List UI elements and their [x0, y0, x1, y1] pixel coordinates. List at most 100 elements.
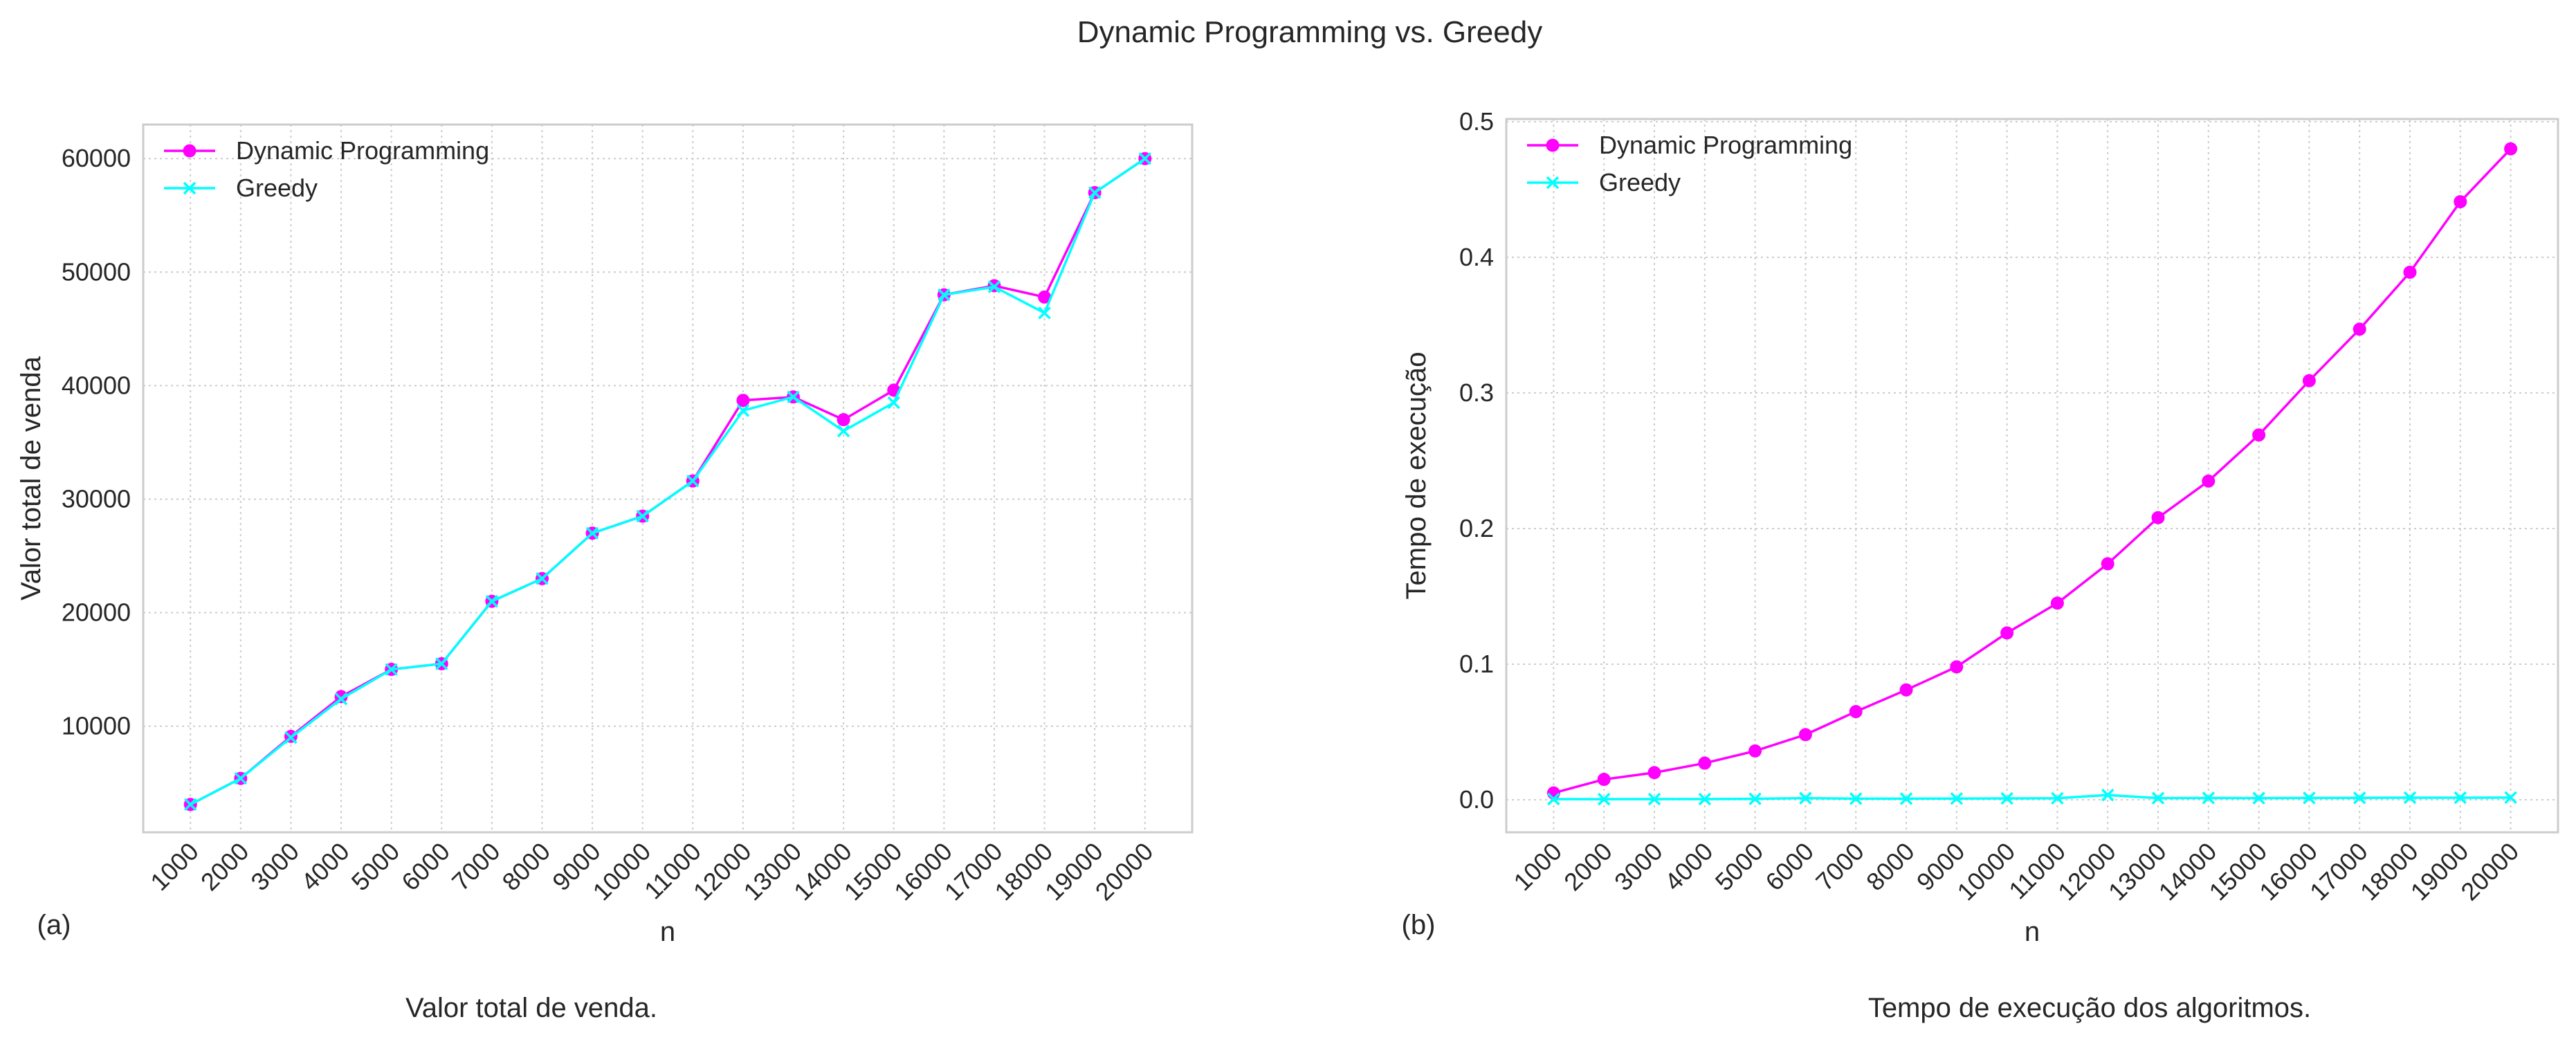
data-point-greedy — [385, 663, 398, 676]
x-tick-label: 8000 — [1861, 837, 1920, 897]
figure-title: Dynamic Programming vs. Greedy — [1077, 15, 1542, 49]
x-tick-label: 13000 — [2103, 837, 2172, 906]
panel-b: 0.0 0.1 0.2 0.3 0.4 0.5 1000200030004000500060… — [1401, 107, 2559, 1023]
x-tick-label: 15000 — [839, 837, 908, 906]
y-tick-label: 0.5 — [1459, 107, 1494, 136]
data-point-dp — [2302, 374, 2316, 387]
y-tick-label: 50000 — [62, 257, 131, 286]
x-tick-label: 20000 — [2455, 837, 2524, 906]
data-point-greedy — [1138, 152, 1152, 165]
data-point-greedy — [2000, 791, 2013, 805]
x-tick-label: 1000 — [145, 837, 204, 897]
data-point-greedy — [987, 280, 1001, 293]
x-tick-label: 20000 — [1090, 837, 1159, 906]
legend-marker — [1546, 138, 1560, 152]
y-tick-label: 20000 — [62, 598, 131, 627]
panel-label: (b) — [1402, 910, 1436, 940]
panel-caption: Tempo de execução dos algoritmos. — [1868, 993, 2311, 1023]
data-point-dp — [2353, 322, 2366, 336]
data-point-dp — [1899, 683, 1913, 697]
data-point-dp — [2403, 265, 2417, 279]
data-point-greedy — [2101, 788, 2114, 802]
data-point-dp — [2252, 428, 2266, 442]
data-point-greedy — [284, 731, 298, 744]
legend-label: Dynamic Programming — [236, 136, 489, 165]
data-point-dp — [736, 394, 750, 407]
data-point-greedy — [1597, 792, 1611, 806]
data-point-greedy — [435, 657, 448, 670]
x-tick-label: 16000 — [2254, 837, 2323, 906]
legend-label: Greedy — [1599, 168, 1681, 196]
y-tick-label: 0.2 — [1459, 514, 1494, 542]
y-tick-label: 0.4 — [1459, 243, 1494, 271]
x-tick-label: 4000 — [295, 837, 355, 897]
data-point-dp — [2504, 142, 2518, 156]
data-point-greedy — [1899, 792, 1913, 805]
data-point-dp — [2454, 195, 2467, 209]
y-tick-label: 0.0 — [1459, 785, 1494, 814]
series-line-greedy — [190, 157, 1146, 806]
data-point-dp — [1597, 773, 1611, 787]
y-tick-label: 0.3 — [1459, 378, 1494, 407]
data-point-dp — [2151, 511, 2165, 524]
data-point-dp — [1038, 290, 1052, 304]
x-tick-label: 15000 — [2203, 837, 2272, 906]
data-point-dp — [2202, 474, 2216, 488]
y-tick-label: 40000 — [62, 371, 131, 399]
y-axis-label: Valor total de venda — [16, 356, 46, 601]
x-tick-label: 19000 — [1039, 837, 1108, 906]
x-tick-label: 6000 — [1760, 837, 1819, 897]
legend-entry-dp: Dynamic Programming — [164, 136, 489, 165]
x-tick-label: 4000 — [1659, 837, 1719, 897]
plot-frame — [1505, 118, 2559, 834]
data-point-greedy — [2252, 791, 2265, 805]
x-axis-label: n — [660, 917, 675, 947]
data-point-greedy — [636, 509, 649, 523]
data-point-greedy — [686, 474, 700, 488]
x-tick-label: 19000 — [2405, 837, 2474, 906]
data-point-greedy — [736, 404, 750, 417]
data-point-greedy — [485, 594, 499, 608]
data-point-dp — [1698, 756, 1712, 770]
x-tick-label: 12000 — [688, 837, 757, 906]
y-tick-label: 0.1 — [1459, 650, 1494, 678]
data-point-dp — [2050, 596, 2064, 610]
panel-a: 10000 20000 30000 40000 50000 60000 1000200030… — [16, 123, 1194, 1023]
legend-marker — [183, 144, 197, 158]
data-point-greedy — [585, 526, 599, 540]
legend-label: Greedy — [236, 174, 318, 202]
data-point-greedy — [887, 396, 900, 410]
panel-caption: Valor total de venda. — [405, 993, 657, 1023]
x-tick-label: 7000 — [446, 837, 506, 897]
x-tick-label: 8000 — [497, 837, 556, 897]
x-tick-label: 18000 — [989, 837, 1058, 906]
data-point-greedy — [1950, 791, 1964, 805]
data-point-greedy — [2303, 791, 2316, 805]
panel-label: (a) — [37, 910, 71, 940]
legend-marker — [183, 181, 197, 195]
data-point-greedy — [787, 390, 800, 404]
x-tick-label: 6000 — [396, 837, 455, 897]
x-tick-label: 7000 — [1810, 837, 1870, 897]
data-point-greedy — [234, 771, 248, 785]
data-point-greedy — [938, 288, 951, 302]
x-tick-label: 12000 — [2052, 837, 2121, 906]
x-tick-label: 10000 — [587, 837, 657, 906]
data-point-greedy — [2151, 791, 2165, 805]
x-tick-label: 13000 — [738, 837, 807, 906]
x-tick-label: 17000 — [939, 837, 1008, 906]
data-point-dp — [2101, 557, 2114, 571]
x-tick-label: 17000 — [2304, 837, 2373, 906]
data-point-greedy — [1799, 791, 1812, 805]
x-tick-label: 5000 — [346, 837, 405, 897]
series-line-dp — [1553, 147, 2512, 794]
x-tick-label: 1000 — [1508, 837, 1567, 897]
data-point-dp — [837, 413, 850, 427]
y-tick-label: 60000 — [62, 144, 131, 172]
legend-label: Dynamic Programming — [1599, 131, 1852, 159]
data-point-greedy — [1647, 792, 1661, 806]
data-point-greedy — [837, 424, 850, 438]
y-tick-label: 10000 — [62, 712, 131, 740]
data-point-dp — [1849, 705, 1863, 719]
